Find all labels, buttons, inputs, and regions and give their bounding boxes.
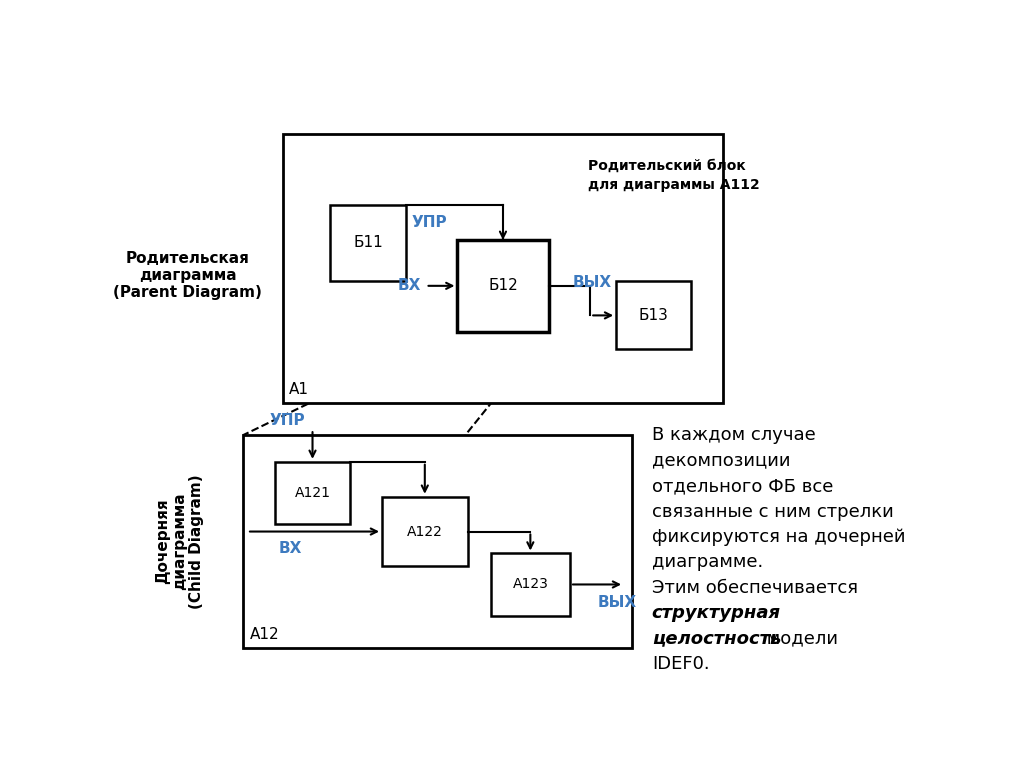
Text: А122: А122 (407, 525, 442, 538)
Text: фиксируются на дочерней: фиксируются на дочерней (652, 528, 905, 546)
Text: Родительская
диаграмма
(Parent Diagram): Родительская диаграмма (Parent Diagram) (113, 250, 262, 300)
Text: А1: А1 (289, 382, 309, 397)
Text: ВХ: ВХ (279, 541, 302, 555)
Text: Дочерняя
диаграмма
(Child Diagram): Дочерняя диаграмма (Child Diagram) (155, 475, 205, 609)
Bar (616, 281, 691, 349)
Text: А12: А12 (250, 627, 280, 642)
Bar (458, 240, 549, 332)
Bar (490, 554, 570, 615)
Bar (283, 134, 723, 402)
Bar (331, 204, 406, 281)
Bar (274, 462, 350, 524)
Text: УПР: УПР (269, 413, 305, 428)
Text: Родительский блок: Родительский блок (588, 159, 746, 173)
Text: модели: модели (761, 630, 839, 647)
Bar (382, 497, 468, 567)
Text: ВХ: ВХ (398, 278, 422, 293)
Text: для диаграммы А112: для диаграммы А112 (588, 178, 760, 192)
Text: целостность: целостность (652, 630, 781, 647)
Text: структурная: структурная (652, 604, 780, 622)
Text: диаграмме.: диаграмме. (652, 554, 763, 571)
Text: IDEF0.: IDEF0. (652, 655, 710, 673)
Text: Б11: Б11 (353, 236, 383, 250)
Text: ВЫХ: ВЫХ (572, 276, 611, 290)
Text: отдельного ФБ все: отдельного ФБ все (652, 477, 834, 495)
Text: связанные с ним стрелки: связанные с ним стрелки (652, 502, 894, 521)
Text: декомпозиции: декомпозиции (652, 452, 791, 470)
Text: ВЫХ: ВЫХ (598, 594, 637, 610)
Bar (243, 435, 632, 648)
Text: А121: А121 (295, 486, 331, 500)
Text: Б12: Б12 (488, 278, 518, 293)
Text: А123: А123 (512, 578, 548, 591)
Text: В каждом случае: В каждом случае (652, 426, 815, 444)
Text: Б13: Б13 (639, 308, 669, 323)
Text: УПР: УПР (412, 215, 447, 230)
Text: Этим обеспечивается: Этим обеспечивается (652, 579, 858, 597)
